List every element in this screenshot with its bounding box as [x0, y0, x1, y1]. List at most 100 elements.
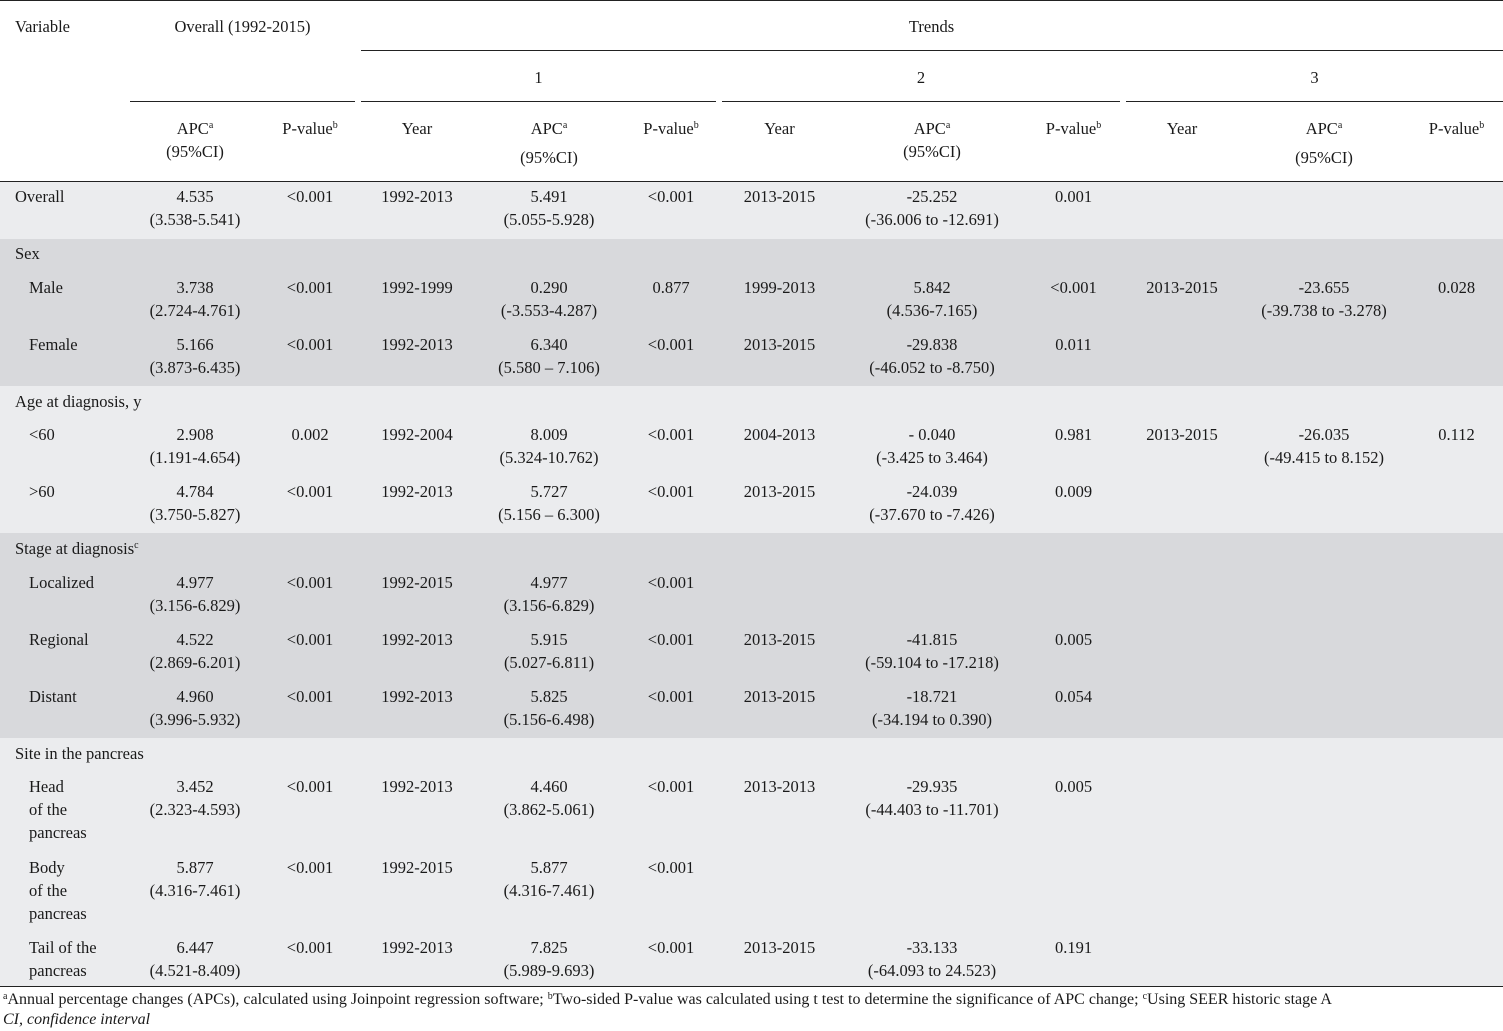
cell-ov_ci: (4.316-7.461) — [149, 881, 241, 900]
footnote-c-text: Using SEER historic stage A — [1147, 991, 1332, 1008]
footnote-a-mark: a — [3, 991, 8, 1002]
cell-a1: 4.977 — [530, 573, 568, 592]
cell-ci2: (-44.403 to -11.701) — [865, 800, 999, 819]
cell-p3: 0.112 — [1438, 425, 1475, 444]
cell-ci2: (-59.104 to -17.218) — [865, 653, 999, 672]
cell-a1: 6.340 — [530, 335, 568, 354]
cell-y2: 1999-2013 — [743, 278, 816, 297]
cell-y1: 1992-2015 — [381, 858, 453, 877]
cell-ci1: (5.027-6.811) — [503, 653, 595, 672]
segment-2-rule — [722, 101, 1120, 102]
row-label: Head of the pancreas — [29, 775, 87, 844]
cell-y1: 1992-2013 — [381, 777, 453, 796]
row-label-line: of the — [29, 800, 68, 819]
cell-a2: -18.721 — [906, 687, 958, 706]
row-label-line: pancreas — [29, 823, 87, 842]
cell-p1: <0.001 — [647, 425, 695, 444]
cell-ov_p: <0.001 — [286, 630, 334, 649]
cell-y3: 2013-2015 — [1146, 278, 1218, 297]
cell-y2: 2013-2015 — [743, 482, 816, 501]
trends-rule — [361, 50, 1503, 51]
row-label: Body of the pancreas — [29, 856, 87, 925]
cell-a2: 5.842 — [913, 278, 951, 297]
cell-p2: 0.191 — [1054, 938, 1093, 957]
cell-p2: 0.001 — [1054, 187, 1093, 206]
section-site: Site in the pancreas — [15, 744, 144, 763]
cell-ci1: (4.316-7.461) — [503, 881, 595, 900]
cell-ov_apc: 4.960 — [176, 687, 214, 706]
row-label-line: Regional — [29, 630, 89, 649]
cell-y2: 2004-2013 — [743, 425, 816, 444]
cell-ov_p: <0.001 — [286, 482, 334, 501]
cell-y1: 1992-2013 — [381, 938, 453, 957]
cell-ci2: (-46.052 to -8.750) — [869, 358, 995, 377]
row-label: >60 — [29, 480, 55, 503]
cell-ov_apc: 4.535 — [176, 187, 214, 206]
cell-ov_ci: (3.538-5.541) — [149, 210, 241, 229]
cell-y2: 2013-2015 — [743, 335, 816, 354]
cell-ci2: (-34.194 to 0.390) — [871, 710, 993, 729]
cell-a1: 5.915 — [530, 630, 568, 649]
cell-p2: <0.001 — [1050, 278, 1097, 297]
header-segment-3: 3 — [1310, 68, 1319, 87]
footnote-c-mark: c — [1142, 991, 1148, 1002]
header-segment-2: 2 — [916, 68, 926, 87]
colhead-pvalue: P-valueb — [643, 119, 699, 138]
cell-ov_p: <0.001 — [286, 858, 334, 877]
cell-ci1: (-3.553-4.287) — [500, 301, 598, 320]
row-label-line: of the — [29, 881, 68, 900]
cell-p2: 0.054 — [1054, 687, 1093, 706]
top-rule — [0, 0, 1503, 1]
cell-a2: -29.935 — [906, 777, 958, 796]
cell-ov_apc: 5.877 — [176, 858, 214, 877]
cell-ov_apc: 4.784 — [176, 482, 214, 501]
cell-ci2: (-3.425 to 3.464) — [876, 448, 988, 467]
cell-p2: 0.009 — [1054, 482, 1093, 501]
cell-ci1: (5.156 – 6.300) — [498, 505, 600, 524]
cell-ov_apc: 2.908 — [176, 425, 214, 444]
band-sex — [0, 239, 1503, 386]
cell-ci1: (5.580 – 7.106) — [498, 358, 600, 377]
row-label-line: Tail of the — [29, 938, 97, 957]
cell-ov_apc: 5.166 — [176, 335, 214, 354]
cell-p1: <0.001 — [647, 687, 695, 706]
section-stage: Stage at diagnosisc — [15, 537, 139, 560]
row-label-line: pancreas — [29, 904, 87, 923]
cell-ov_ci: (4.521-8.409) — [149, 961, 241, 980]
cell-ov_ci: (3.750-5.827) — [149, 505, 241, 524]
cell-ov_ci: (2.869-6.201) — [149, 653, 241, 672]
row-label-line: Localized — [29, 573, 95, 592]
cell-p1: <0.001 — [647, 777, 695, 796]
cell-y2: 2013-2015 — [743, 938, 816, 957]
band-age — [0, 386, 1503, 533]
cell-ov_p: <0.001 — [286, 335, 334, 354]
cell-y2: 2013-2015 — [743, 630, 816, 649]
cell-a2: -25.252 — [906, 187, 958, 206]
cell-ov_p: <0.001 — [286, 777, 334, 796]
cell-p1: 0.877 — [652, 278, 690, 297]
row-label-line: Male — [29, 278, 63, 297]
cell-a3: -26.035 — [1298, 425, 1350, 444]
overall-rule — [130, 101, 355, 102]
cell-ov_ci: (3.873-6.435) — [149, 358, 241, 377]
row-label: Localized — [29, 571, 94, 594]
colhead-year: Year — [1166, 119, 1198, 138]
row-label-line: Female — [29, 335, 78, 354]
row-label-line: >60 — [29, 482, 55, 501]
cell-p1: <0.001 — [647, 938, 695, 957]
cell-ov_p: <0.001 — [286, 938, 334, 957]
cell-y1: 1992-1999 — [381, 278, 453, 297]
section-age: Age at diagnosis, y — [15, 392, 142, 411]
colhead-ci: (95%CI) — [166, 142, 224, 161]
colhead-ci: (95%CI) — [520, 148, 578, 167]
cell-ci1: (5.156-6.498) — [503, 710, 595, 729]
cell-p1: <0.001 — [647, 187, 695, 206]
cell-a2: - 0.040 — [908, 425, 956, 444]
cell-ov_apc: 3.738 — [176, 278, 214, 297]
cell-y1: 1992-2013 — [381, 630, 453, 649]
cell-a1: 5.727 — [530, 482, 568, 501]
cell-p1: <0.001 — [647, 573, 695, 592]
header-segment-1: 1 — [534, 68, 543, 87]
segment-3-rule — [1126, 101, 1503, 102]
cell-y1: 1992-2013 — [381, 482, 453, 501]
